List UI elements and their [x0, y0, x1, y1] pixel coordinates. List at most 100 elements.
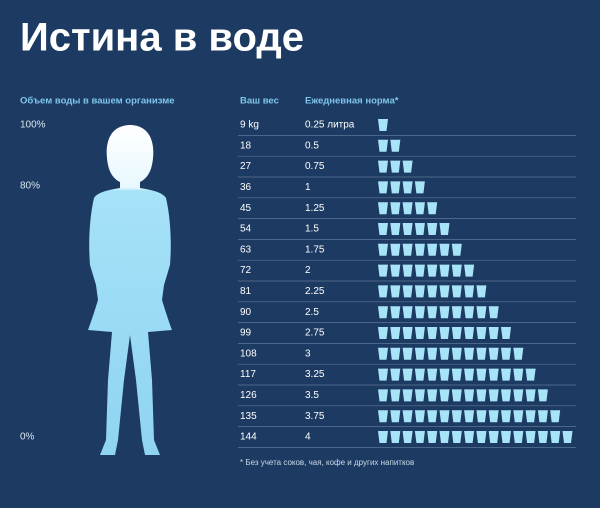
glass	[451, 243, 462, 256]
glass	[402, 160, 413, 173]
glass	[501, 327, 511, 339]
glass	[378, 139, 388, 152]
glass	[390, 285, 401, 298]
glass	[402, 264, 413, 277]
glass	[476, 347, 487, 360]
glass	[402, 431, 413, 443]
norm-cell: 2.75	[305, 328, 325, 339]
glass	[550, 431, 561, 443]
glass	[513, 431, 524, 443]
norm-cell: 3.25	[305, 369, 325, 380]
glass	[427, 285, 438, 298]
glass	[501, 368, 511, 381]
norm-cell: 3	[305, 348, 311, 359]
scale-label: 80%	[20, 181, 40, 192]
glass	[390, 223, 401, 235]
glass	[464, 285, 475, 298]
weight-cell: 135	[240, 411, 257, 422]
weight-cell: 18	[240, 140, 252, 151]
glass	[439, 347, 450, 360]
norm-cell: 4	[305, 432, 311, 443]
norm-cell: 1.75	[305, 244, 325, 255]
glass	[476, 327, 487, 339]
column-header: Ваш вес	[240, 96, 279, 107]
glass	[513, 389, 524, 402]
weight-cell: 9 kg	[240, 120, 259, 131]
glass	[464, 306, 475, 319]
glass	[414, 368, 425, 381]
glass	[427, 327, 438, 339]
glass	[464, 431, 475, 443]
glass	[402, 347, 413, 360]
glass	[464, 264, 475, 277]
glass	[390, 327, 401, 339]
glass	[390, 264, 401, 277]
glass	[513, 368, 524, 381]
weight-cell: 117	[240, 369, 256, 380]
weight-cell: 36	[240, 182, 252, 193]
glass	[501, 410, 511, 423]
glass	[525, 389, 536, 402]
scale-label: 0%	[20, 432, 35, 443]
glass	[488, 389, 499, 402]
glass	[439, 389, 450, 402]
glass	[476, 306, 487, 319]
norm-cell: 1.5	[305, 224, 319, 235]
glass	[476, 410, 487, 423]
glass	[378, 223, 388, 235]
glass	[390, 368, 401, 381]
weight-cell: 63	[240, 244, 252, 255]
glass	[439, 285, 450, 298]
glass	[414, 431, 425, 443]
glass	[451, 327, 462, 339]
glass	[476, 368, 487, 381]
glass	[525, 410, 536, 423]
glass	[488, 327, 499, 339]
norm-cell: 1.25	[305, 203, 325, 214]
glass	[402, 327, 413, 339]
glass	[378, 327, 388, 339]
glass	[427, 389, 438, 402]
glass	[562, 431, 573, 443]
glass	[451, 264, 462, 277]
glass	[378, 202, 388, 215]
weight-cell: 126	[240, 390, 257, 401]
glass	[414, 285, 425, 298]
glass	[464, 410, 475, 423]
weight-cell: 90	[240, 307, 252, 318]
glass	[525, 431, 536, 443]
glass	[378, 347, 388, 360]
glass	[439, 431, 450, 443]
glass	[488, 410, 499, 423]
silhouette	[88, 125, 172, 455]
glass	[378, 119, 388, 131]
glass	[414, 264, 425, 277]
glass	[451, 306, 462, 319]
glass	[402, 285, 413, 298]
glass	[476, 389, 487, 402]
glass	[525, 368, 536, 381]
glass	[501, 431, 511, 443]
glass	[378, 264, 388, 277]
glass	[390, 389, 401, 402]
weight-cell: 54	[240, 224, 252, 235]
norm-cell: 0.25 литра	[305, 120, 355, 131]
glass	[513, 410, 524, 423]
glass	[451, 347, 462, 360]
glass	[402, 410, 413, 423]
glass	[439, 368, 450, 381]
norm-cell: 1	[305, 182, 311, 193]
glass	[427, 202, 438, 215]
glass	[427, 243, 438, 256]
glass	[501, 389, 511, 402]
glass	[427, 368, 438, 381]
glass	[414, 181, 425, 194]
glass	[537, 389, 548, 402]
glass	[464, 368, 475, 381]
norm-cell: 2.5	[305, 307, 319, 318]
glass	[488, 368, 499, 381]
glass	[427, 306, 438, 319]
glass	[537, 410, 548, 423]
glass	[378, 410, 388, 423]
glass	[464, 389, 475, 402]
